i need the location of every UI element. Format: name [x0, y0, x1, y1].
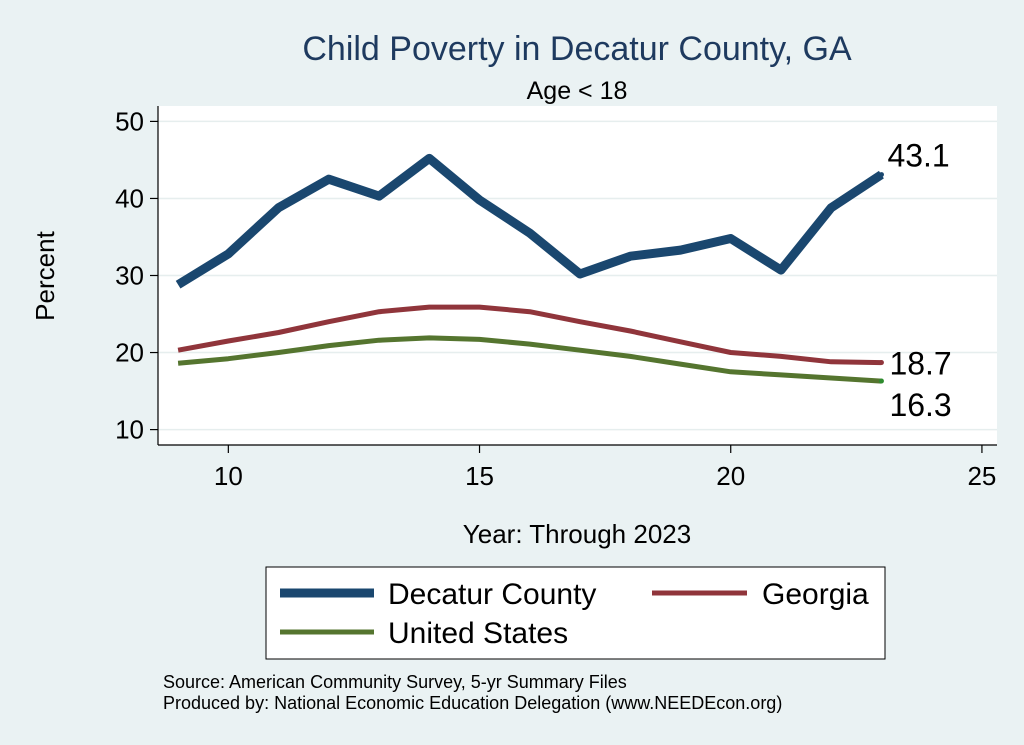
y-tick-label-20: 20: [115, 338, 144, 368]
x-axis-ticks: 10 15 20 25: [214, 445, 996, 491]
series-line-united-states: [177, 335, 882, 384]
y-tick-label-30: 30: [115, 261, 144, 291]
y-axis-title: Percent: [30, 230, 60, 320]
y-tick-label-10: 10: [115, 415, 144, 445]
series-line-georgia: [177, 304, 882, 366]
legend-label-united-states: United States: [388, 617, 568, 650]
end-point-united-states: [878, 378, 884, 384]
end-point-decatur-county: [878, 172, 884, 178]
series-layer: [175, 153, 884, 384]
chart-title: Child Poverty in Decatur County, GA: [302, 30, 852, 68]
end-label-decatur-county: 43.1: [887, 138, 949, 174]
producer-note: Produced by: National Economic Education…: [163, 693, 782, 713]
x-tick-label-20: 20: [716, 461, 745, 491]
y-tick-label-40: 40: [115, 183, 144, 213]
y-axis-ticks: 10 20 30 40 50: [115, 106, 158, 445]
x-tick-label-15: 15: [465, 461, 494, 491]
legend: Decatur County Georgia United States: [265, 566, 886, 660]
end-point-georgia: [878, 360, 884, 366]
end-label-united-states: 16.3: [889, 387, 951, 423]
legend-label-georgia: Georgia: [762, 578, 869, 611]
chart-subtitle: Age < 18: [527, 77, 628, 105]
x-axis-title: Year: Through 2023: [463, 519, 691, 549]
end-label-georgia: 18.7: [889, 346, 951, 382]
series-line-decatur-county: [175, 153, 884, 289]
x-tick-label-25: 25: [967, 461, 996, 491]
x-tick-label-10: 10: [214, 461, 243, 491]
end-labels: 43.1 18.7 16.3: [887, 138, 951, 423]
legend-box: [265, 566, 886, 660]
source-note: Source: American Community Survey, 5-yr …: [163, 672, 627, 692]
y-tick-label-50: 50: [115, 106, 144, 136]
legend-label-decatur-county: Decatur County: [388, 578, 596, 611]
